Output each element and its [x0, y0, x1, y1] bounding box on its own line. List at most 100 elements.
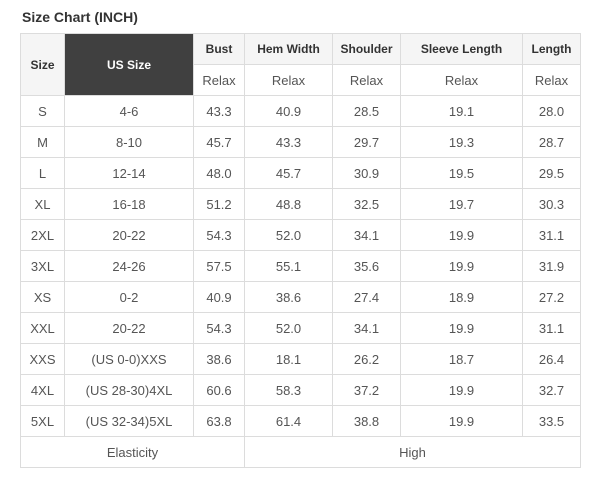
bust-cell: 40.9: [193, 281, 245, 313]
size-cell: 2XL: [20, 219, 65, 251]
us-size-cell: 4-6: [64, 95, 194, 127]
fit-row: Relax Relax Relax Relax Relax: [21, 64, 581, 96]
length-cell: 26.4: [522, 343, 581, 375]
hem-width-cell: 58.3: [244, 374, 333, 406]
us-size-cell: 0-2: [64, 281, 194, 313]
fit-cell-sleeve-length: Relax: [400, 64, 523, 96]
shoulder-cell: 27.4: [332, 281, 401, 313]
shoulder-cell: 28.5: [332, 95, 401, 127]
sleeve-length-cell: 19.9: [400, 405, 523, 437]
sleeve-length-cell: 19.3: [400, 126, 523, 158]
bust-cell: 54.3: [193, 312, 245, 344]
us-size-cell: 24-26: [64, 250, 194, 282]
bust-cell: 45.7: [193, 126, 245, 158]
hem-width-cell: 52.0: [244, 312, 333, 344]
hem-width-cell: 45.7: [244, 157, 333, 189]
us-size-cell: (US 0-0)XXS: [64, 343, 194, 375]
sleeve-length-cell: 19.5: [400, 157, 523, 189]
hem-width-cell: 18.1: [244, 343, 333, 375]
size-cell: 3XL: [20, 250, 65, 282]
us-size-cell: 20-22: [64, 219, 194, 251]
sleeve-length-cell: 19.7: [400, 188, 523, 220]
hem-width-cell: 38.6: [244, 281, 333, 313]
table-row-s: S 4-6 43.3 40.9 28.5 19.1 28.0: [20, 95, 581, 127]
fit-cell-hem-width: Relax: [244, 64, 333, 96]
sleeve-length-cell: 18.9: [400, 281, 523, 313]
table-row-3xl: 3XL 24-26 57.5 55.1 35.6 19.9 31.9: [20, 250, 581, 282]
column-header-bust: Bust: [193, 33, 245, 65]
length-cell: 31.1: [522, 219, 581, 251]
bust-cell: 63.8: [193, 405, 245, 437]
table-row-4xl: 4XL (US 28-30)4XL 60.6 58.3 37.2 19.9 32…: [20, 374, 581, 406]
fit-cell-shoulder: Relax: [332, 64, 401, 96]
hem-width-cell: 55.1: [244, 250, 333, 282]
hem-width-cell: 48.8: [244, 188, 333, 220]
shoulder-cell: 34.1: [332, 312, 401, 344]
us-size-cell: 16-18: [64, 188, 194, 220]
bust-cell: 38.6: [193, 343, 245, 375]
table-row-xxs: XXS (US 0-0)XXS 38.6 18.1 26.2 18.7 26.4: [20, 343, 581, 375]
page-title: Size Chart (INCH): [22, 9, 138, 25]
hem-width-cell: 52.0: [244, 219, 333, 251]
bust-cell: 51.2: [193, 188, 245, 220]
elasticity-label: Elasticity: [20, 436, 245, 468]
length-cell: 31.1: [522, 312, 581, 344]
column-header-size: Size: [20, 33, 65, 96]
bust-cell: 43.3: [193, 95, 245, 127]
us-size-cell: 20-22: [64, 312, 194, 344]
elasticity-value: High: [244, 436, 581, 468]
sleeve-length-cell: 18.7: [400, 343, 523, 375]
size-cell: S: [20, 95, 65, 127]
shoulder-cell: 35.6: [332, 250, 401, 282]
length-cell: 28.0: [522, 95, 581, 127]
hem-width-cell: 43.3: [244, 126, 333, 158]
sleeve-length-cell: 19.1: [400, 95, 523, 127]
us-size-cell: 8-10: [64, 126, 194, 158]
shoulder-cell: 37.2: [332, 374, 401, 406]
size-cell: XXL: [20, 312, 65, 344]
bust-cell: 54.3: [193, 219, 245, 251]
sleeve-length-cell: 19.9: [400, 250, 523, 282]
fit-cell-bust: Relax: [193, 64, 245, 96]
shoulder-cell: 29.7: [332, 126, 401, 158]
fit-cell-length: Relax: [522, 64, 581, 96]
hem-width-cell: 40.9: [244, 95, 333, 127]
size-cell: 5XL: [20, 405, 65, 437]
shoulder-cell: 38.8: [332, 405, 401, 437]
sleeve-length-cell: 19.9: [400, 374, 523, 406]
column-header-length: Length: [522, 33, 581, 65]
table-row-xl: XL 16-18 51.2 48.8 32.5 19.7 30.3: [20, 188, 581, 220]
hem-width-cell: 61.4: [244, 405, 333, 437]
table-row-xxl: XXL 20-22 54.3 52.0 34.1 19.9 31.1: [20, 312, 581, 344]
table-row-5xl: 5XL (US 32-34)5XL 63.8 61.4 38.8 19.9 33…: [20, 405, 581, 437]
shoulder-cell: 26.2: [332, 343, 401, 375]
column-header-sleeve-length: Sleeve Length: [400, 33, 523, 65]
length-cell: 33.5: [522, 405, 581, 437]
bust-cell: 60.6: [193, 374, 245, 406]
size-cell: XS: [20, 281, 65, 313]
shoulder-cell: 30.9: [332, 157, 401, 189]
bust-cell: 48.0: [193, 157, 245, 189]
elasticity-row: Elasticity High: [20, 436, 581, 468]
length-cell: 29.5: [522, 157, 581, 189]
length-cell: 28.7: [522, 126, 581, 158]
table-row-2xl: 2XL 20-22 54.3 52.0 34.1 19.9 31.1: [20, 219, 581, 251]
shoulder-cell: 32.5: [332, 188, 401, 220]
bust-cell: 57.5: [193, 250, 245, 282]
us-size-cell: 12-14: [64, 157, 194, 189]
column-header-shoulder: Shoulder: [332, 33, 401, 65]
us-size-cell: (US 28-30)4XL: [64, 374, 194, 406]
length-cell: 32.7: [522, 374, 581, 406]
size-cell: 4XL: [20, 374, 65, 406]
length-cell: 27.2: [522, 281, 581, 313]
shoulder-cell: 34.1: [332, 219, 401, 251]
table-row-l: L 12-14 48.0 45.7 30.9 19.5 29.5: [20, 157, 581, 189]
column-header-us-size: US Size: [64, 33, 194, 96]
table-row-m: M 8-10 45.7 43.3 29.7 19.3 28.7: [20, 126, 581, 158]
length-cell: 31.9: [522, 250, 581, 282]
sleeve-length-cell: 19.9: [400, 312, 523, 344]
size-cell: L: [20, 157, 65, 189]
size-cell: XL: [20, 188, 65, 220]
length-cell: 30.3: [522, 188, 581, 220]
header-row: Size US Size Bust Hem Width Shoulder Sle…: [20, 33, 581, 96]
